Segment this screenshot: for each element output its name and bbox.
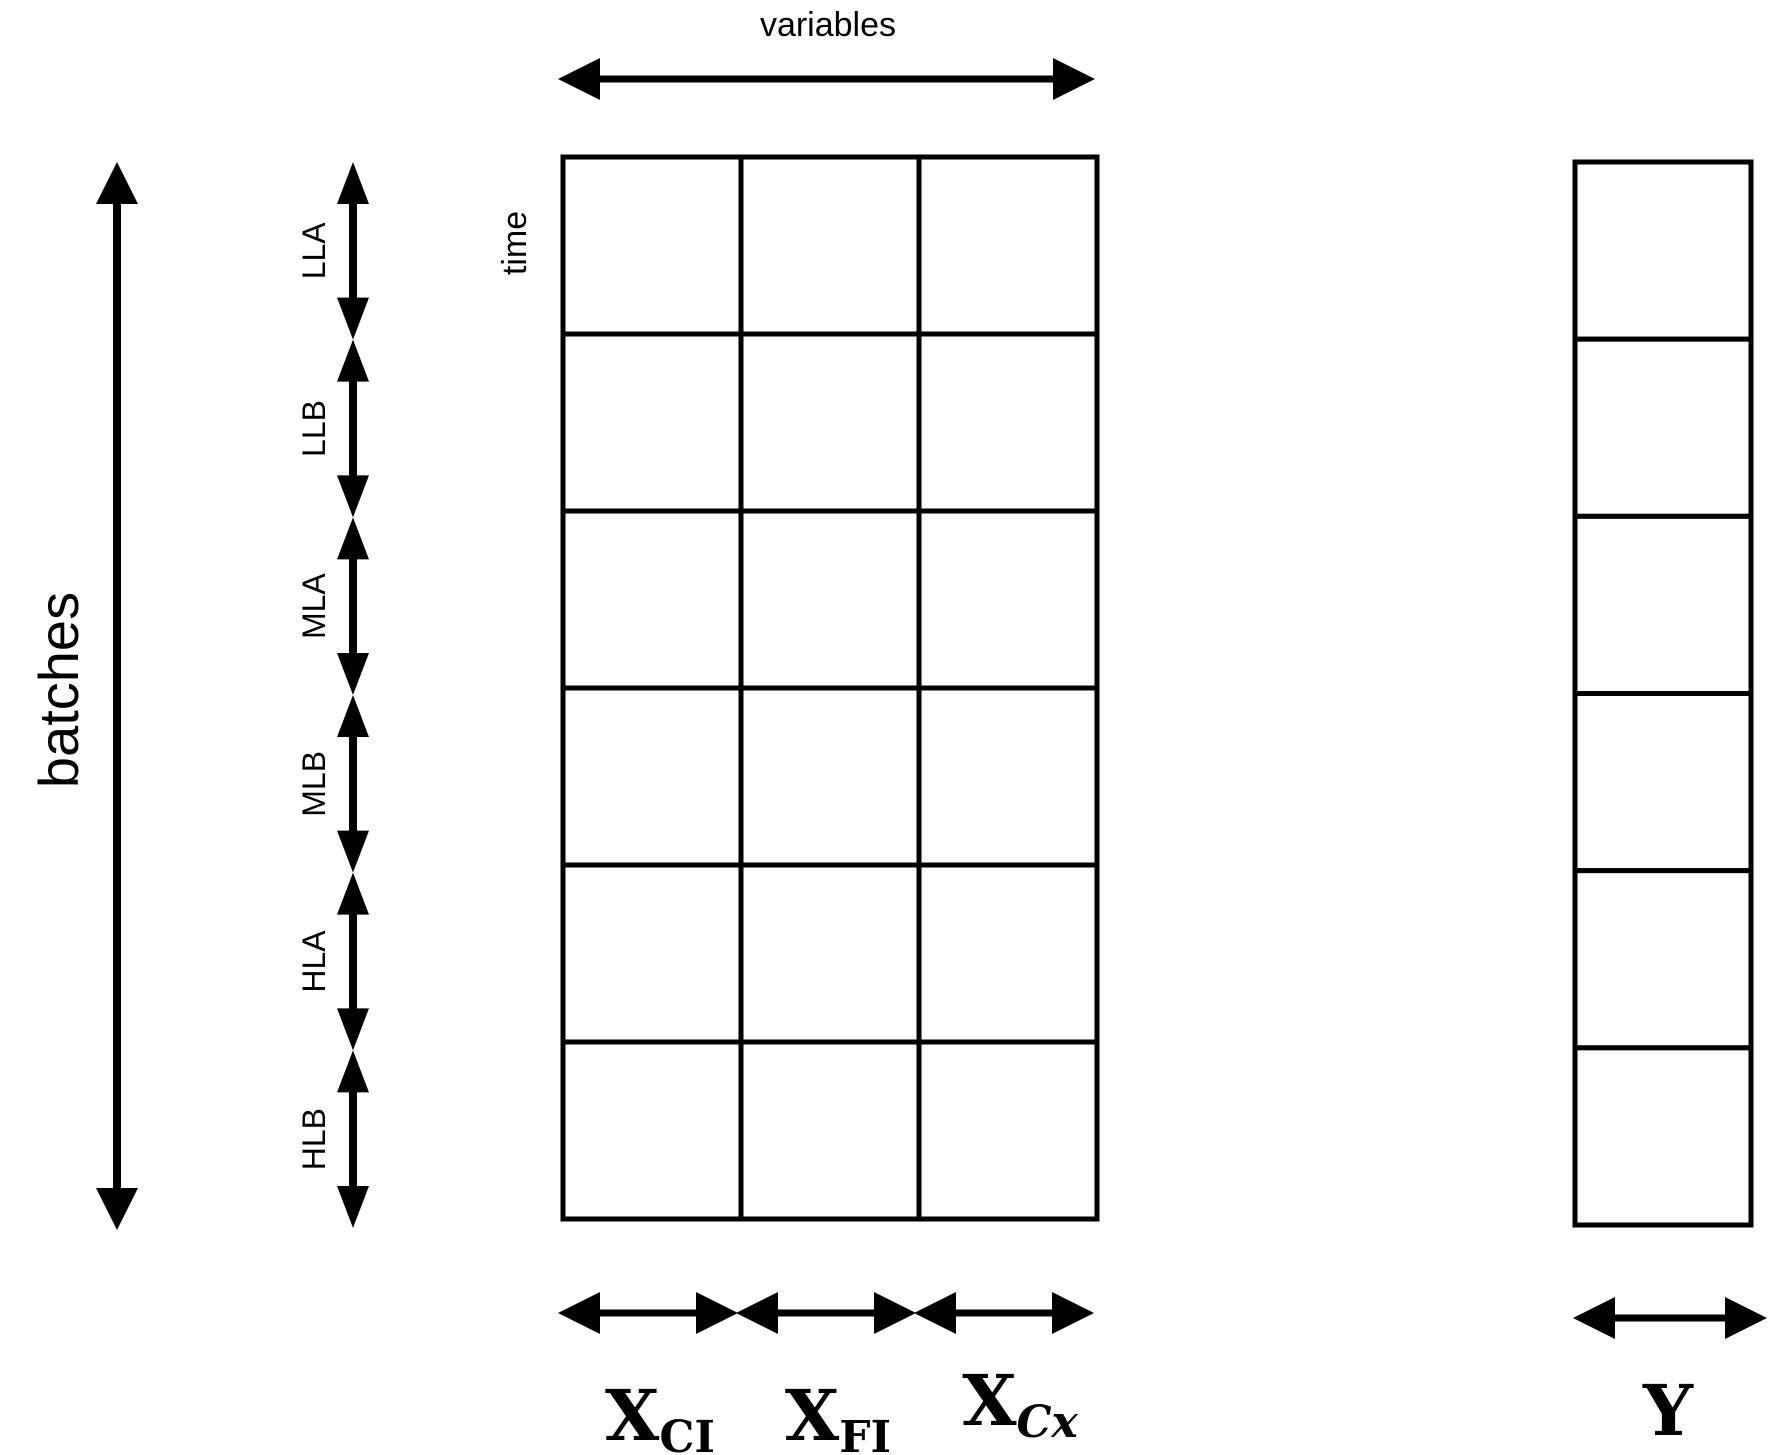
x-cell-r2-c3 <box>916 331 1100 514</box>
x-cell-r2-c1 <box>560 331 744 514</box>
x-cell-r6-c2 <box>738 1039 922 1222</box>
x-cell-r6-c3 <box>916 1039 1100 1222</box>
x-cell-r3-c2 <box>738 508 922 691</box>
y-column-arrow <box>1573 1297 1767 1339</box>
segment-arrow-mlb: MLB <box>296 695 369 873</box>
x-matrix-grid <box>560 154 1100 1222</box>
x-column-labels: XCI XFI XCx <box>605 1359 1079 1455</box>
segment-arrow-hla: HLA <box>296 872 369 1051</box>
segment-arrows: LLA LLB MLA MLB HLA HLB <box>296 162 369 1228</box>
segment-arrow-lla: LLA <box>296 162 369 340</box>
x-fi-label: XFI <box>785 1374 891 1455</box>
x-column-arrows <box>558 1292 1094 1334</box>
x-cell-r1-c3 <box>916 154 1100 337</box>
x-cell-r5-c2 <box>738 862 922 1045</box>
segment-arrow-hlb: HLB <box>296 1050 369 1228</box>
y-cell-r5 <box>1572 868 1754 1051</box>
segment-label-llb: LLB <box>296 400 332 457</box>
batches-label: batches <box>27 592 90 788</box>
x-cx-label: XCx <box>962 1359 1078 1448</box>
segment-label-mla: MLA <box>296 573 332 639</box>
x-cell-r3-c3 <box>916 508 1100 691</box>
x-cell-r6-c1 <box>560 1039 744 1222</box>
x-column-arrow-3 <box>914 1292 1094 1334</box>
x-cell-r4-c3 <box>916 685 1100 868</box>
batches-arrow <box>96 162 138 1230</box>
time-label: time <box>496 211 534 275</box>
variables-label: variables <box>760 6 896 44</box>
segment-label-hla: HLA <box>296 930 332 993</box>
y-cell-r2 <box>1572 336 1754 519</box>
x-cell-r3-c1 <box>560 508 744 691</box>
y-cell-r1 <box>1572 159 1754 342</box>
y-cell-r6 <box>1572 1045 1754 1228</box>
x-cell-r5-c3 <box>916 862 1100 1045</box>
variables-arrow <box>558 58 1095 100</box>
x-cell-r4-c2 <box>738 685 922 868</box>
segment-label-lla: LLA <box>296 222 332 280</box>
x-ci-label: XCI <box>605 1374 715 1455</box>
segment-label-mlb: MLB <box>296 751 332 817</box>
x-cell-r1-c1 <box>560 154 744 337</box>
x-column-arrow-2 <box>736 1292 916 1334</box>
x-cell-r1-c2 <box>738 154 922 337</box>
segment-arrow-mla: MLA <box>296 517 369 695</box>
y-cell-r3 <box>1572 513 1754 696</box>
x-column-arrow-1 <box>558 1292 738 1334</box>
x-cell-r2-c2 <box>738 331 922 514</box>
y-cell-r4 <box>1572 691 1754 874</box>
x-cell-r4-c1 <box>560 685 744 868</box>
segment-label-hlb: HLB <box>296 1108 332 1170</box>
y-label: Y <box>1642 1369 1694 1452</box>
x-cell-r5-c1 <box>560 862 744 1045</box>
segment-arrow-llb: LLB <box>296 339 369 518</box>
y-matrix-grid <box>1572 159 1754 1228</box>
